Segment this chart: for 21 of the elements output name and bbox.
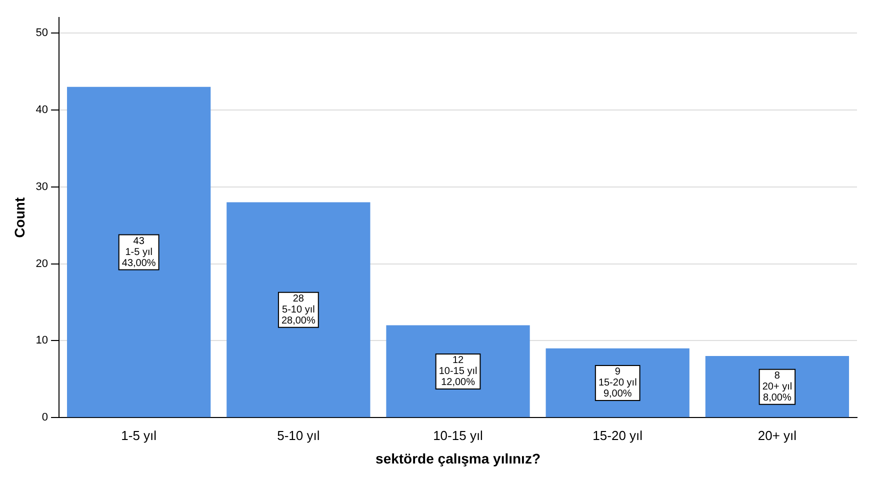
x-tick-label: 15-20 yıl	[592, 428, 643, 443]
y-tick-label: 20	[36, 258, 48, 270]
data-label: 28 5-10 yıl 28,00%	[281, 294, 316, 327]
data-label: 8 20+ yıl 8,00%	[762, 370, 792, 404]
data-label: 12 10-15 yıl 12,00%	[438, 355, 478, 388]
x-tick-label: 10-15 yıl	[433, 428, 484, 443]
bar	[226, 202, 370, 418]
data-label: 43 1-5 yıl 43,00%	[122, 236, 156, 269]
y-tick-label: 30	[36, 180, 48, 193]
bar	[67, 86, 211, 418]
y-tick-label: 0	[42, 412, 48, 424]
data-label: 9 15-20 yıl 9,00%	[598, 366, 637, 400]
x-tick-label: 5-10 yıl	[277, 428, 320, 443]
y-tick-label: 10	[36, 334, 48, 347]
bar	[386, 325, 530, 418]
y-axis-title: Count	[11, 197, 28, 238]
y-tick-label: 40	[36, 104, 48, 116]
y-tick-label: 50	[36, 27, 48, 40]
x-axis-title: sektörde çalışma yılınız?	[376, 450, 540, 466]
x-tick-label: 1-5 yıl	[121, 428, 157, 443]
x-tick-label: 20+ yıl	[758, 428, 797, 443]
